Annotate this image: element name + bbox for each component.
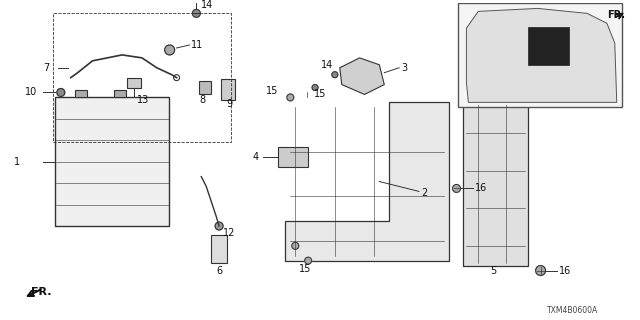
Circle shape xyxy=(57,89,65,96)
Text: 6: 6 xyxy=(216,266,222,276)
Circle shape xyxy=(332,72,338,78)
Text: 4: 4 xyxy=(253,152,259,162)
Polygon shape xyxy=(467,8,617,102)
Polygon shape xyxy=(285,102,449,261)
Text: 8: 8 xyxy=(199,95,205,105)
Text: 12: 12 xyxy=(223,228,236,238)
Text: 16: 16 xyxy=(476,183,488,193)
Circle shape xyxy=(305,257,312,264)
Circle shape xyxy=(312,84,318,91)
Text: 3: 3 xyxy=(401,63,407,73)
Bar xyxy=(199,81,211,94)
Bar xyxy=(127,78,141,88)
Text: 9: 9 xyxy=(226,99,232,109)
Text: 13: 13 xyxy=(137,95,149,105)
Text: 14: 14 xyxy=(321,60,333,70)
Bar xyxy=(458,4,621,107)
Text: FR.: FR. xyxy=(31,287,52,297)
Circle shape xyxy=(193,9,200,17)
Text: 15: 15 xyxy=(299,264,311,274)
Circle shape xyxy=(215,222,223,230)
Text: 11: 11 xyxy=(191,40,204,50)
Text: 5: 5 xyxy=(490,266,496,276)
Text: 14: 14 xyxy=(202,0,214,11)
Polygon shape xyxy=(340,58,384,94)
Bar xyxy=(528,27,569,65)
Circle shape xyxy=(164,45,175,55)
Text: 10: 10 xyxy=(25,87,37,98)
Polygon shape xyxy=(463,102,528,266)
Bar xyxy=(55,97,169,226)
Text: TXM4B0600A: TXM4B0600A xyxy=(547,306,598,315)
Text: 15: 15 xyxy=(266,85,278,95)
Text: 7: 7 xyxy=(43,63,49,73)
Bar xyxy=(75,90,86,97)
Text: 16: 16 xyxy=(559,266,572,276)
Circle shape xyxy=(292,242,299,249)
Bar xyxy=(115,90,126,97)
Text: 2: 2 xyxy=(421,188,427,198)
Text: 15: 15 xyxy=(314,90,326,100)
Text: 1: 1 xyxy=(14,157,20,167)
Circle shape xyxy=(536,266,545,276)
Text: FR.: FR. xyxy=(607,10,625,20)
Bar xyxy=(278,147,308,167)
Bar xyxy=(221,79,235,100)
Circle shape xyxy=(452,185,460,192)
Circle shape xyxy=(287,94,294,101)
Bar xyxy=(211,235,227,263)
